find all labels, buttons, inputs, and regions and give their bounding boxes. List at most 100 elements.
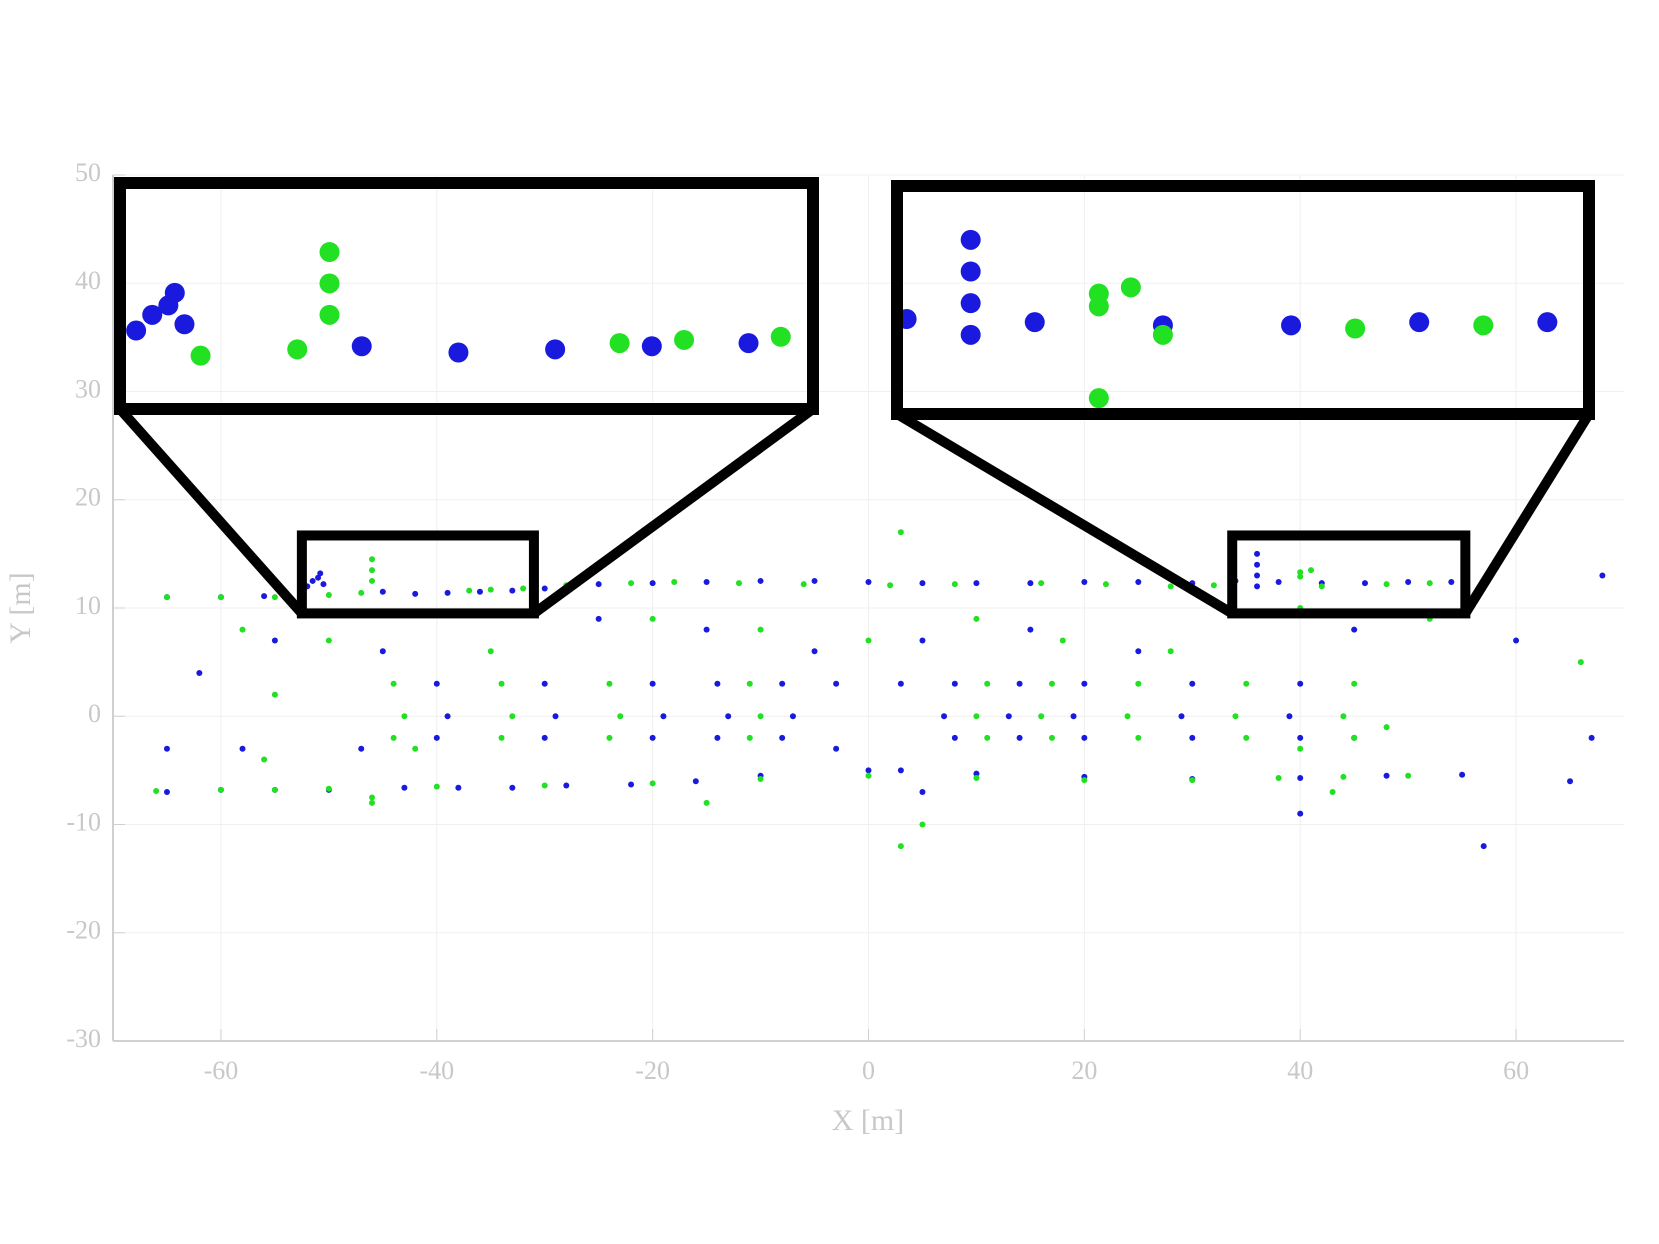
point (317, 570, 324, 577)
point (369, 567, 376, 574)
point (487, 586, 494, 593)
y-tick-label: 10 (75, 591, 101, 620)
point (811, 648, 818, 655)
y-tick-label: 0 (88, 699, 101, 728)
inset-point (1473, 315, 1494, 336)
point (897, 767, 904, 774)
point (757, 577, 764, 584)
point (649, 780, 656, 787)
point (951, 680, 958, 687)
point (1135, 680, 1142, 687)
inset-point (960, 324, 981, 345)
point (973, 770, 980, 777)
point (325, 592, 332, 599)
point (271, 786, 278, 793)
point (412, 590, 419, 597)
connector (116, 405, 306, 617)
point (1297, 573, 1304, 580)
point (563, 782, 570, 789)
point (1081, 777, 1088, 784)
point (1275, 579, 1282, 586)
point (163, 789, 170, 796)
point (941, 713, 948, 720)
point (444, 589, 451, 596)
point (833, 680, 840, 687)
point (1329, 789, 1336, 796)
point (897, 680, 904, 687)
connector (894, 409, 1235, 618)
point (541, 734, 548, 741)
y-tick-label: 30 (75, 374, 101, 403)
zoom-box (296, 530, 539, 619)
point (455, 784, 462, 791)
inset-point (1152, 324, 1173, 345)
point (865, 772, 872, 779)
point (1178, 713, 1185, 720)
point (1048, 680, 1055, 687)
point (379, 648, 386, 655)
point (746, 734, 753, 741)
point (660, 713, 667, 720)
point (1038, 713, 1045, 720)
point (541, 782, 548, 789)
point (541, 680, 548, 687)
point (163, 745, 170, 752)
point (735, 580, 742, 587)
point (649, 580, 656, 587)
inset-point (190, 345, 211, 366)
point (1167, 583, 1174, 590)
point (509, 784, 516, 791)
point (1383, 772, 1390, 779)
point (1405, 579, 1412, 586)
point (951, 734, 958, 741)
point (1016, 734, 1023, 741)
point (887, 582, 894, 589)
point (390, 680, 397, 687)
point (757, 776, 764, 783)
point (789, 713, 796, 720)
inset-point (1537, 312, 1558, 333)
point (217, 786, 224, 793)
point (757, 713, 764, 720)
x-tick-label: 20 (1071, 1056, 1097, 1085)
point (541, 585, 548, 592)
inset-box (114, 177, 819, 415)
point (649, 680, 656, 687)
point (1016, 680, 1023, 687)
point (379, 588, 386, 595)
point (1297, 810, 1304, 817)
point (1361, 580, 1368, 587)
point (1351, 626, 1358, 633)
point (239, 626, 246, 633)
point (595, 581, 602, 588)
point (703, 799, 710, 806)
point (833, 745, 840, 752)
point (239, 745, 246, 752)
point (628, 580, 635, 587)
point (919, 637, 926, 644)
point (1135, 648, 1142, 655)
point (271, 637, 278, 644)
inset-point (738, 333, 759, 354)
point (466, 587, 473, 594)
point (1189, 680, 1196, 687)
point (984, 734, 991, 741)
point (498, 680, 505, 687)
point (498, 734, 505, 741)
inset-point (1345, 318, 1366, 339)
point (919, 789, 926, 796)
y-tick-label: -10 (66, 807, 101, 836)
point (779, 680, 786, 687)
connector (530, 404, 816, 618)
point (1102, 581, 1109, 588)
point (973, 615, 980, 622)
point (1135, 734, 1142, 741)
point (1599, 572, 1606, 579)
point (1027, 580, 1034, 587)
point (196, 669, 203, 676)
point (476, 588, 483, 595)
point (757, 626, 764, 633)
point (1038, 580, 1045, 587)
point (1254, 561, 1261, 568)
y-tick-label: 20 (75, 483, 101, 512)
